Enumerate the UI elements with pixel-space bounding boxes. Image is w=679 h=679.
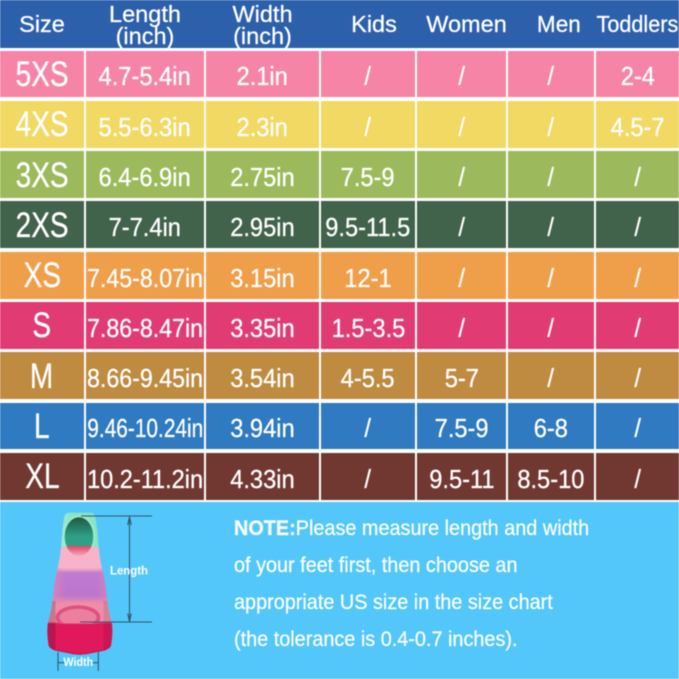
svg-text:Width: Width bbox=[63, 657, 93, 670]
svg-text:Length: Length bbox=[110, 564, 148, 577]
